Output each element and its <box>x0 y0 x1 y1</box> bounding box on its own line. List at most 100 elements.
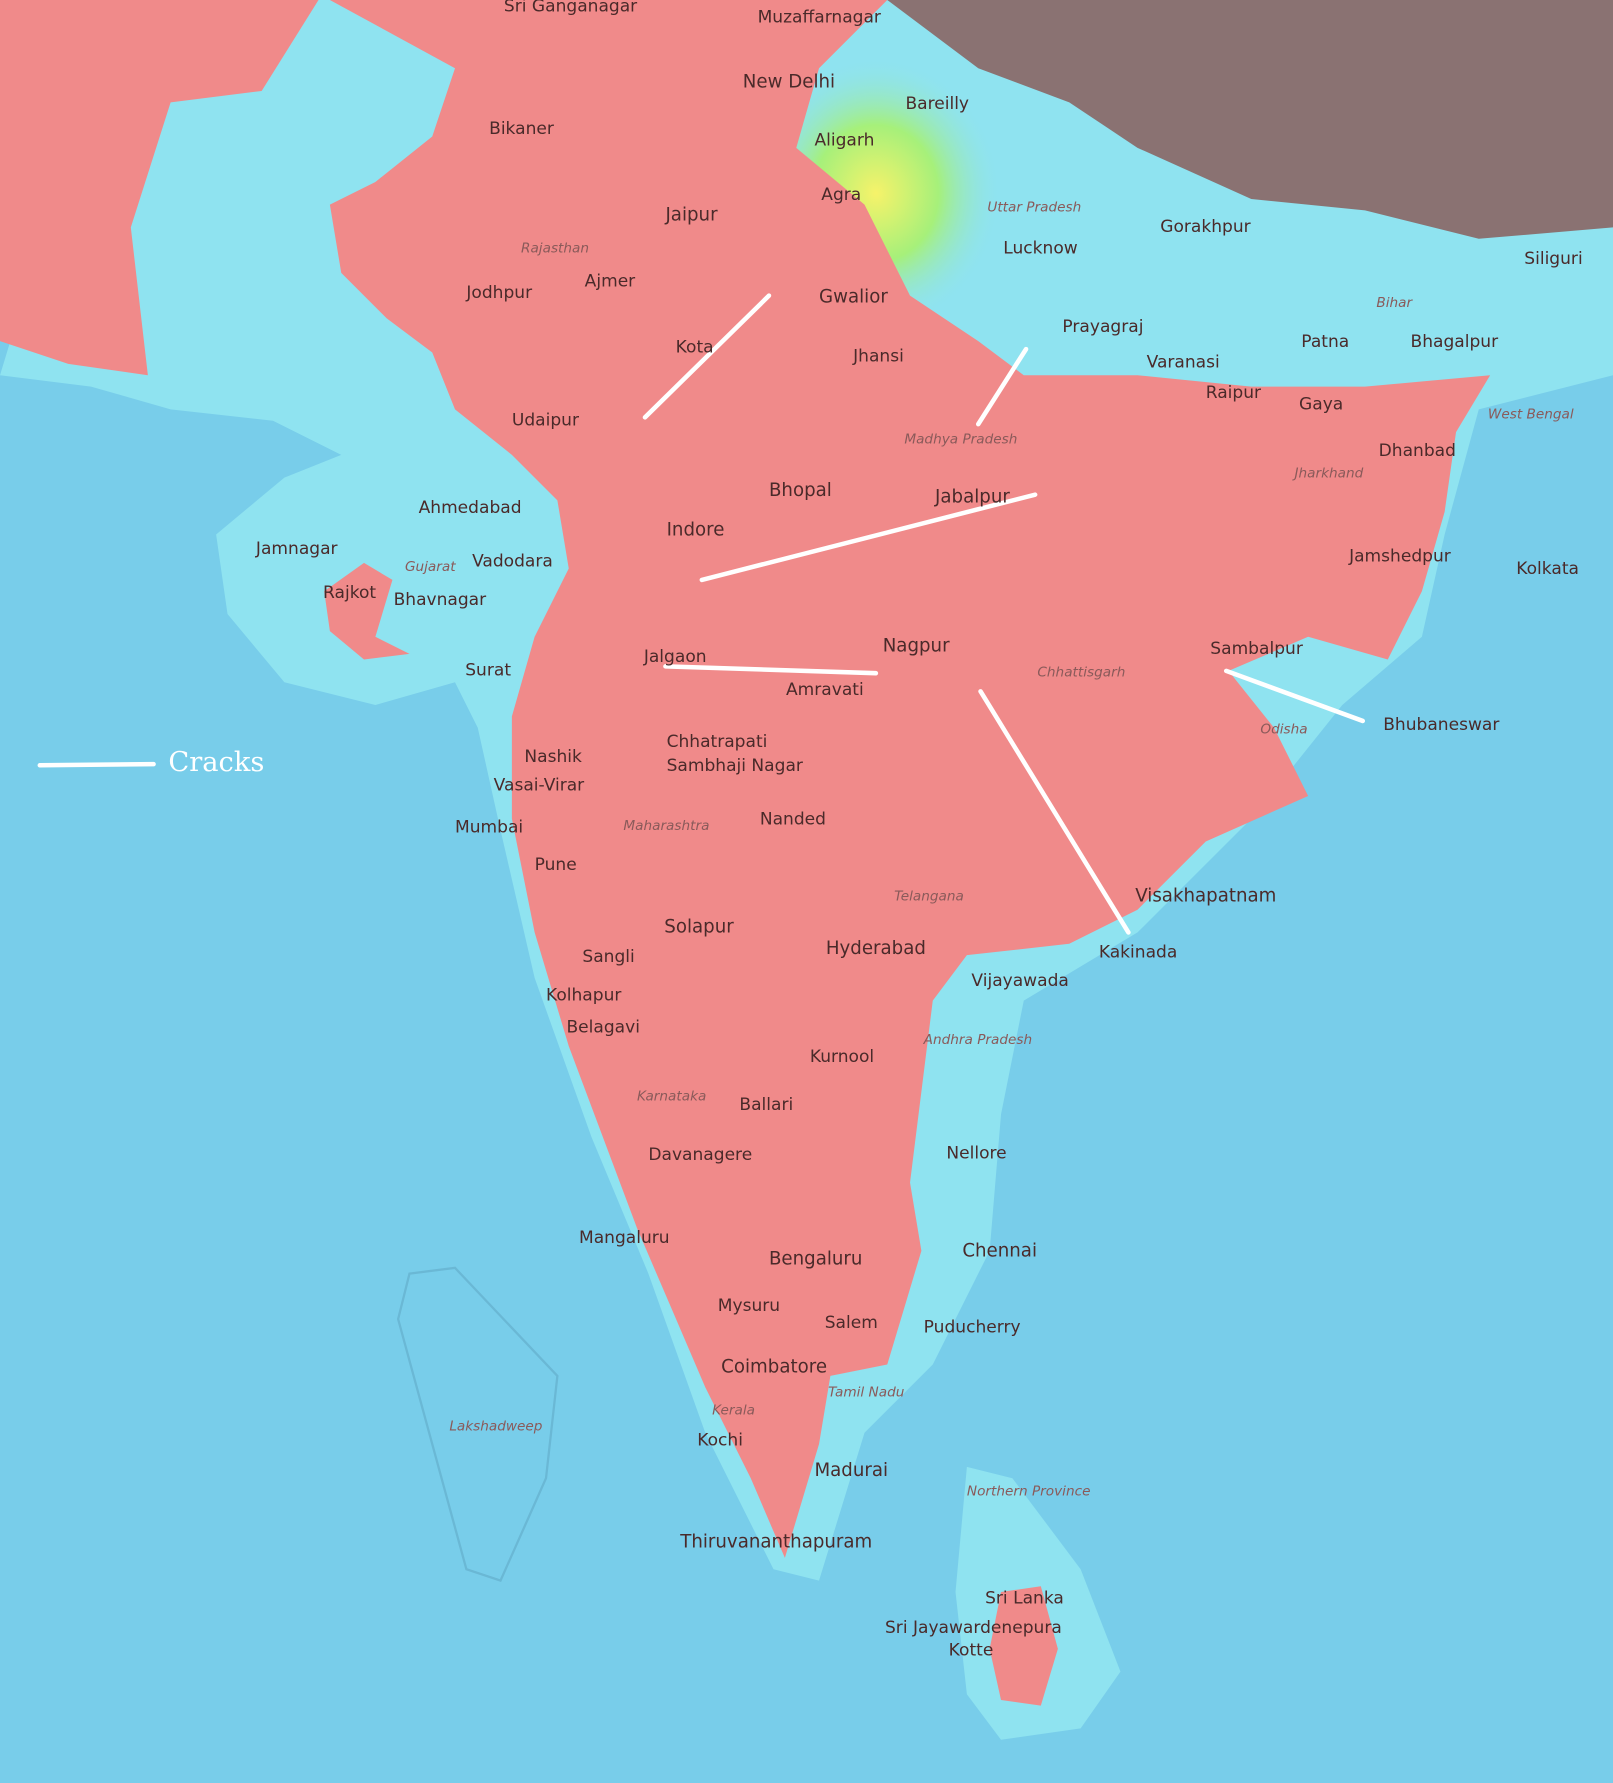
city-label: Chhatrapati <box>667 732 768 752</box>
city-label: Udaipur <box>512 410 580 430</box>
city-label: Davanagere <box>648 1145 752 1165</box>
city-label: Sri Lanka <box>985 1588 1064 1608</box>
city-label: Sangli <box>582 947 634 967</box>
region-label: Maharashtra <box>623 818 709 834</box>
crack-line <box>663 664 879 676</box>
region-label: Kerala <box>712 1403 755 1419</box>
city-label: Nanded <box>760 809 826 829</box>
region-label: Telangana <box>894 889 964 905</box>
city-label: Jodhpur <box>465 283 533 303</box>
city-label: Muzaffarnagar <box>758 8 882 28</box>
highland-saurashtra <box>324 562 410 660</box>
city-label: Vijayawada <box>971 971 1068 991</box>
city-label: Sambalpur <box>1210 639 1304 659</box>
city-label: Bhagalpur <box>1411 332 1500 352</box>
city-label: Ahmedabad <box>419 498 522 518</box>
city-label: Aligarh <box>814 131 874 151</box>
city-label: Sri Ganganagar <box>504 0 638 16</box>
city-label: Belagavi <box>566 1018 639 1038</box>
city-label: Madurai <box>814 1460 888 1481</box>
city-label: Jaipur <box>664 205 718 226</box>
city-label: Kochi <box>697 1430 743 1450</box>
region-label: Northern Province <box>967 1483 1091 1499</box>
city-label: Solapur <box>664 916 734 937</box>
city-label: Nagpur <box>883 636 950 657</box>
region-label: Odisha <box>1260 721 1307 737</box>
legend: Cracks <box>37 747 264 778</box>
city-label: Vadodara <box>472 551 553 571</box>
region-label: Lakshadweep <box>449 1418 542 1434</box>
city-label: Siliguri <box>1524 249 1582 269</box>
region-labels: Rajasthan Uttar Pradesh Madhya Pradesh G… <box>405 200 1574 1500</box>
city-label: Bareilly <box>905 94 969 114</box>
region-label: Bihar <box>1376 295 1413 311</box>
legend-label: Cracks <box>168 747 264 778</box>
city-label: Surat <box>465 660 511 680</box>
city-label: Bhopal <box>769 480 832 501</box>
city-label: Lucknow <box>1003 239 1077 259</box>
highland-india <box>329 0 1491 1558</box>
region-label: Tamil Nadu <box>828 1384 905 1400</box>
city-label: Jamshedpur <box>1348 547 1452 567</box>
city-label: Mumbai <box>455 817 523 837</box>
region-label: Rajasthan <box>521 240 589 256</box>
region-label: Gujarat <box>405 559 456 575</box>
city-label: Gaya <box>1299 394 1343 414</box>
highland-west <box>0 0 319 376</box>
crack-line <box>975 346 1029 427</box>
city-label: Amravati <box>786 680 864 700</box>
city-label: Hyderabad <box>826 938 926 959</box>
city-label: Bikaner <box>489 119 555 139</box>
city-label: Puducherry <box>924 1318 1021 1338</box>
city-label: Prayagraj <box>1062 317 1143 337</box>
city-label: Ajmer <box>585 272 637 292</box>
region-label: Karnataka <box>637 1089 706 1105</box>
city-label: Bhavnagar <box>394 590 488 610</box>
cracks <box>642 293 1366 935</box>
city-label: Bhubaneswar <box>1383 715 1500 735</box>
city-label: Jhansi <box>852 347 904 367</box>
crack-line <box>1223 668 1366 724</box>
region-label: Andhra Pradesh <box>923 1032 1032 1048</box>
city-label: Kurnool <box>810 1047 874 1067</box>
region-label: Uttar Pradesh <box>987 200 1081 216</box>
city-label: New Delhi <box>743 72 835 93</box>
city-label: Ballari <box>739 1095 793 1115</box>
city-label: Gwalior <box>819 286 888 307</box>
city-label: Indore <box>667 520 725 541</box>
city-label: Visakhapatnam <box>1135 886 1276 907</box>
region-label: Jharkhand <box>1291 466 1363 482</box>
city-label: Dhanbad <box>1379 441 1456 461</box>
city-label: Nellore <box>946 1144 1006 1164</box>
city-label: Jalgaon <box>643 647 707 667</box>
city-label: Varanasi <box>1147 352 1220 372</box>
city-label: Bengaluru <box>769 1248 862 1269</box>
city-label: Jamnagar <box>255 539 339 559</box>
crack-line <box>978 689 1131 935</box>
city-label: Chennai <box>962 1241 1037 1262</box>
city-label: Vasai-Virar <box>494 775 585 795</box>
city-label: Thiruvananthapuram <box>679 1532 872 1553</box>
city-label: Sambhaji Nagar <box>667 756 804 776</box>
city-label: Sri Jayawardenepura <box>885 1618 1062 1638</box>
city-label: Mangaluru <box>579 1228 670 1248</box>
crack-line <box>642 293 772 420</box>
city-label: Jabalpur <box>934 487 1010 508</box>
lakshadweep-outline <box>396 1266 559 1582</box>
city-label: Kolkata <box>1516 559 1579 579</box>
city-label: Agra <box>821 185 861 205</box>
highland-sri-lanka <box>989 1586 1058 1706</box>
city-label: Coimbatore <box>721 1357 827 1378</box>
city-label: Gorakhpur <box>1160 217 1251 237</box>
crack-line <box>699 492 1038 583</box>
city-label: Kolhapur <box>546 986 622 1006</box>
city-label: Mysuru <box>718 1296 780 1316</box>
city-label: Rajkot <box>323 583 376 603</box>
city-label: Nashik <box>524 747 582 767</box>
city-label: Salem <box>825 1313 878 1333</box>
city-label: Pune <box>535 855 577 875</box>
city-label: Kota <box>676 338 714 358</box>
city-label: Kakinada <box>1099 942 1177 962</box>
city-labels: Sri Ganganagar Muzaffarnagar Bikaner New De… <box>255 0 1583 1661</box>
